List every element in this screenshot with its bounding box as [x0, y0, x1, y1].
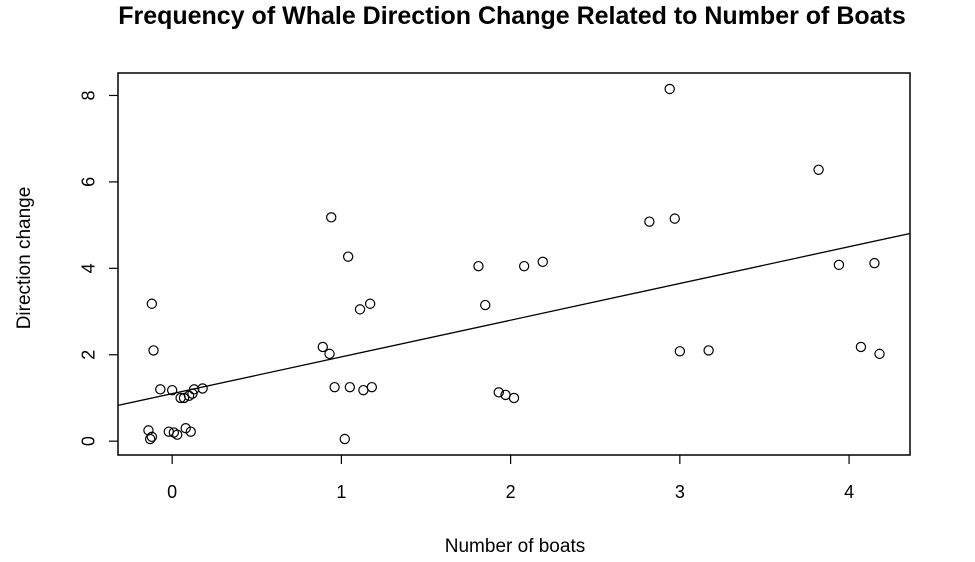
x-axis-ticks: 0 1 2 3 4 [167, 455, 854, 502]
data-point [644, 216, 655, 227]
y-tick-label: 8 [78, 90, 98, 100]
data-point [813, 164, 824, 175]
data-point [187, 388, 198, 399]
x-tick-label: 1 [336, 482, 346, 502]
data-point [185, 426, 196, 437]
data-point [833, 259, 845, 271]
y-tick-label: 6 [78, 177, 98, 187]
data-point [146, 298, 158, 309]
data-point [172, 429, 183, 440]
data-point [703, 345, 714, 356]
data-point [537, 256, 548, 268]
data-point [146, 431, 158, 443]
x-tick-label: 0 [167, 482, 177, 502]
y-axis-ticks: 0 2 4 6 8 [78, 90, 118, 446]
chart-title: Frequency of Whale Direction Change Rela… [118, 2, 906, 30]
data-point [329, 381, 340, 393]
data-point [166, 384, 178, 396]
data-point [855, 341, 867, 353]
y-tick-label: 4 [78, 263, 98, 273]
data-point [508, 392, 520, 404]
data-point [178, 392, 190, 404]
data-point [148, 345, 159, 356]
data-point [326, 212, 337, 223]
data-point [317, 341, 328, 353]
data-point [324, 348, 335, 360]
regression-line-group [117, 232, 911, 407]
data-point [168, 427, 180, 438]
data-point [473, 260, 484, 272]
data-point [669, 213, 680, 224]
regression-line [117, 232, 911, 407]
x-tick-label: 4 [844, 482, 854, 502]
data-point [869, 257, 880, 269]
x-tick-label: 3 [675, 482, 685, 502]
data-point [664, 83, 675, 95]
x-axis-label: Number of boats [445, 536, 585, 557]
data-point [180, 423, 191, 434]
plot-frame [117, 72, 911, 456]
data-point [197, 383, 208, 394]
data-point [342, 251, 354, 262]
data-point [155, 384, 166, 395]
data-point [144, 433, 156, 445]
data-point [339, 433, 350, 445]
data-point [344, 381, 356, 393]
data-points [143, 83, 885, 445]
data-point [674, 346, 686, 357]
x-tick-label: 2 [506, 482, 516, 502]
data-point [183, 390, 195, 401]
data-point [354, 304, 366, 315]
y-tick-label: 2 [78, 350, 98, 360]
data-point [518, 260, 530, 272]
data-point [366, 381, 378, 393]
data-point [480, 299, 491, 311]
data-point [188, 384, 200, 395]
data-point [493, 387, 504, 398]
y-tick-label: 0 [78, 436, 98, 446]
data-point [358, 384, 369, 396]
data-point [874, 348, 885, 360]
y-axis-label: Direction change [14, 187, 35, 330]
data-point [364, 298, 376, 309]
